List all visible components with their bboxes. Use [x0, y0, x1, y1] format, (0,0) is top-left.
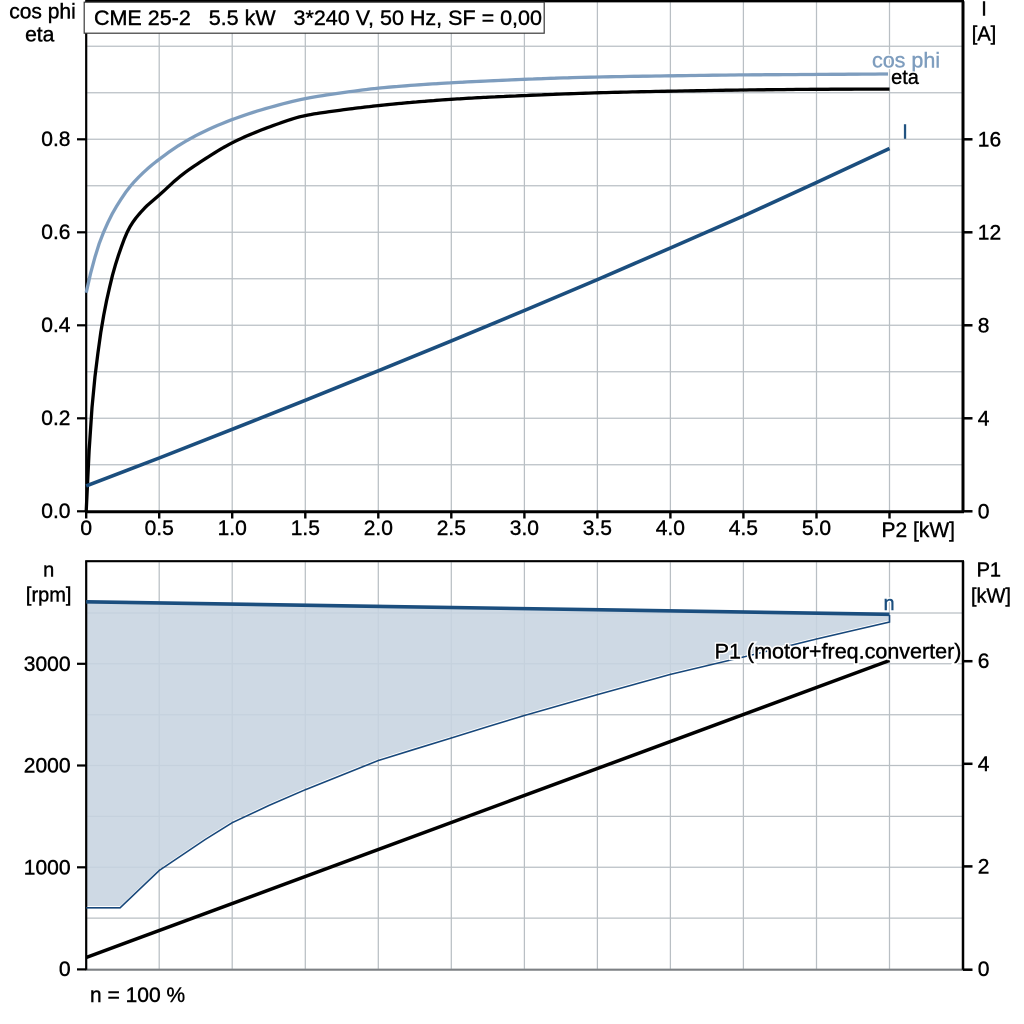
svg-text:n: n — [883, 593, 894, 615]
svg-text:n: n — [883, 593, 894, 615]
svg-text:P2 [kW]: P2 [kW] — [881, 519, 955, 542]
svg-text:5.0: 5.0 — [802, 517, 831, 540]
svg-text:4: 4 — [978, 753, 990, 776]
svg-text:I: I — [902, 121, 908, 143]
svg-text:1.0: 1.0 — [218, 517, 247, 540]
svg-text:0: 0 — [80, 517, 92, 540]
svg-text:2: 2 — [978, 855, 990, 878]
svg-text:16: 16 — [978, 128, 1001, 151]
svg-text:1.5: 1.5 — [291, 517, 320, 540]
svg-text:3.5: 3.5 — [583, 517, 612, 540]
svg-text:cos phi: cos phi — [9, 1, 76, 24]
svg-text:cos phi: cos phi — [872, 49, 940, 73]
svg-text:n = 100 %: n = 100 % — [90, 984, 185, 1007]
svg-text:0.6: 0.6 — [41, 221, 70, 244]
svg-text:3.0: 3.0 — [510, 517, 539, 540]
svg-text:I: I — [981, 0, 987, 21]
svg-text:6: 6 — [978, 650, 990, 673]
svg-text:3000: 3000 — [24, 653, 71, 676]
svg-text:0: 0 — [978, 500, 990, 523]
svg-text:eta: eta — [891, 67, 920, 89]
svg-text:0: 0 — [978, 958, 990, 981]
svg-text:0.0: 0.0 — [41, 500, 70, 523]
svg-text:2.5: 2.5 — [437, 517, 466, 540]
svg-text:12: 12 — [978, 221, 1001, 244]
svg-text:P1: P1 — [977, 559, 1001, 581]
svg-text:[kW]: [kW] — [971, 586, 1011, 608]
svg-text:P1 (motor+freq.converter): P1 (motor+freq.converter) — [715, 640, 962, 664]
svg-text:1000: 1000 — [24, 856, 71, 879]
svg-text:8: 8 — [978, 314, 990, 337]
svg-text:eta: eta — [25, 24, 55, 47]
svg-text:4.5: 4.5 — [729, 517, 758, 540]
svg-text:cos phi: cos phi — [872, 49, 940, 73]
svg-text:0.4: 0.4 — [41, 314, 71, 337]
svg-text:[rpm]: [rpm] — [26, 585, 72, 607]
svg-text:[A]: [A] — [972, 24, 996, 46]
svg-text:0: 0 — [59, 958, 71, 981]
svg-text:0.8: 0.8 — [41, 128, 70, 151]
svg-text:2.0: 2.0 — [364, 517, 393, 540]
svg-text:n: n — [43, 560, 54, 582]
svg-text:2000: 2000 — [24, 755, 71, 778]
svg-text:0.5: 0.5 — [145, 517, 174, 540]
svg-text:0.2: 0.2 — [41, 407, 70, 430]
svg-text:P1 (motor+freq.converter): P1 (motor+freq.converter) — [715, 640, 962, 664]
svg-text:eta: eta — [891, 67, 920, 89]
svg-text:4.0: 4.0 — [656, 517, 685, 540]
svg-text:4: 4 — [978, 407, 990, 430]
svg-text:CME 25-2 5.5 kW 3*240 V, 5: CME 25-2 5.5 kW 3*240 V, 50 Hz, SF = 0,0… — [94, 6, 542, 30]
